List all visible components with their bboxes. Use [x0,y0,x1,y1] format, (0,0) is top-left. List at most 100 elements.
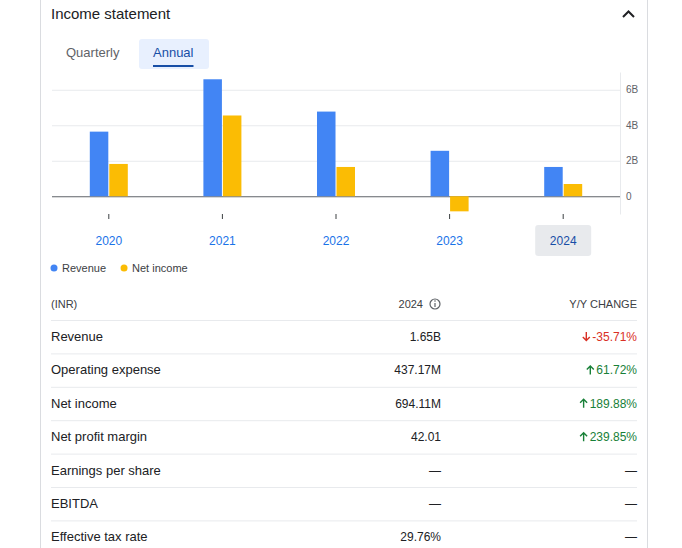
x-tick-mark [222,214,223,219]
row-separator [51,320,637,321]
row-separator [51,387,637,388]
bar[interactable] [450,196,469,211]
info-icon-stem [434,303,435,307]
series [90,79,563,196]
x-tick[interactable]: 2021 [209,214,236,248]
bar[interactable] [203,79,222,196]
x-tick-mark [108,214,109,219]
card [41,0,648,548]
x-tick-label[interactable]: 2023 [436,234,463,248]
legend-swatch [121,265,128,272]
change-arrow [580,399,587,408]
x-tick[interactable]: 2023 [436,214,463,248]
row-value: — [429,497,441,511]
row-change: 61.72% [596,363,637,377]
page: Income statement Quarterly Annual 0 2B 4B 6B 20… [0,0,682,548]
row-value: 694.11M [395,397,441,411]
table: (INR) 2024 Y/Y CHANGE Revenue 1.65B -35.71% Op… [51,298,637,544]
x-tick[interactable]: 2022 [323,214,350,248]
tab[interactable]: Quarterly [66,45,120,60]
bar[interactable] [317,112,336,197]
table-header: (INR) [51,298,77,310]
x-tick[interactable]: 2024 [550,214,577,248]
change-arrow [587,366,594,375]
bar[interactable] [109,164,128,196]
y-tick-label: 4B [626,120,639,131]
legend-item: Net income [121,262,188,274]
row-label: Earnings per share [51,463,161,478]
tab-label[interactable]: Quarterly [66,45,120,60]
y-tick-label: 2B [626,155,639,166]
legend: Revenue Net income [51,262,188,274]
x-tick-label[interactable]: 2020 [95,234,122,248]
info-icon-dot [434,300,436,302]
x-tick-label[interactable]: 2022 [323,234,350,248]
row-label: Operating expense [51,362,161,377]
x-tick[interactable]: 2020 [95,214,122,248]
grid-line [52,90,620,91]
category-highlight [535,225,591,256]
bar[interactable] [336,167,355,196]
row-separator [51,420,637,421]
x-tick-label[interactable]: 2021 [209,234,236,248]
row-change: -35.71% [592,330,637,344]
table-row: Net profit margin 42.01 239.85% [51,421,637,445]
table-row: Revenue 1.65B -35.71% [51,321,637,345]
y-tick: 2B [52,155,639,166]
row-change: 239.85% [590,430,638,444]
row-label: Net income [51,396,117,411]
legend-label: Revenue [62,262,106,274]
bar[interactable] [223,115,242,196]
row-change: — [625,464,637,478]
bars [90,79,582,211]
series [109,115,582,211]
row-value: — [429,464,441,478]
info-icon-circle [430,299,440,309]
change-arrow [583,332,590,341]
row-value: 437.17M [394,363,441,377]
table-row: Earnings per share — — [51,454,637,478]
change-arrow [580,433,587,442]
bar[interactable] [90,132,109,197]
bar[interactable] [564,184,583,196]
legend-swatch [51,265,58,272]
table-row: Net income 694.11M 189.88% [51,387,637,411]
y-tick-label: 6B [626,84,639,95]
y-axis: 0 2B 4B 6B [52,73,639,215]
row-change: — [625,530,637,544]
x-tick-mark [449,214,450,219]
tab-label[interactable]: Annual [153,45,194,60]
table-header: 2024 [399,298,423,310]
legend-label: Net income [132,262,188,274]
tab-highlight [139,39,209,69]
x-tick-label[interactable]: 2024 [550,234,577,248]
x-axis: 2020 2021 2022 2023 2024 [95,214,576,248]
tab-underline [153,65,193,67]
bar[interactable] [544,167,563,196]
row-label: EBITDA [51,496,98,511]
zero-line [52,196,620,197]
bar[interactable] [431,151,450,196]
row-change: — [625,497,637,511]
grid-line [52,125,620,126]
row-change: 189.88% [590,397,638,411]
info-icon[interactable] [430,299,440,309]
row-separator [51,487,637,488]
x-tick-mark [336,214,337,219]
table-row: EBITDA — — [51,488,637,512]
card-title: Income statement [51,5,171,22]
tab[interactable]: Annual [139,39,209,69]
row-value: 1.65B [410,330,441,344]
y-tick: 6B [52,84,639,95]
y-tick-label: 0 [626,191,632,202]
row-separator [51,454,637,455]
x-tick-mark [563,214,564,219]
row-label: Revenue [51,329,103,344]
row-value: 42.01 [411,430,441,444]
grid-line [52,161,620,162]
row-separator [51,520,637,521]
row-label: Net profit margin [51,429,147,444]
row-separator [51,353,637,354]
table-header: Y/Y CHANGE [569,298,637,310]
collapse-icon[interactable] [623,12,634,18]
